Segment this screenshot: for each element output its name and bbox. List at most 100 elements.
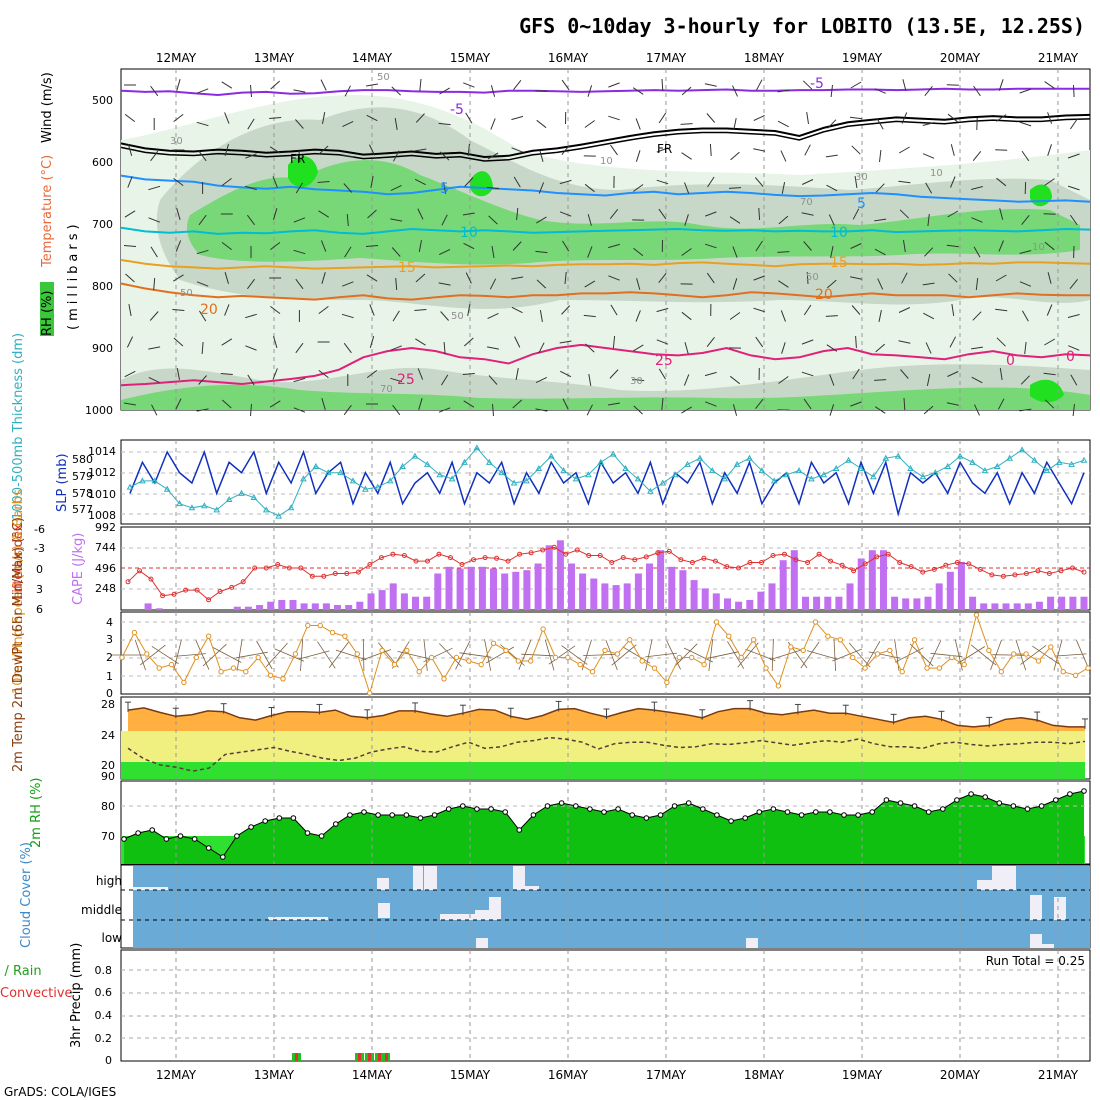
wind-speed-point (292, 651, 299, 657)
wind-barb (438, 282, 451, 286)
wind-speed-point (887, 647, 893, 654)
wind-barb (732, 404, 738, 416)
wind-speed-point (602, 647, 608, 654)
y-tick-label: 800 (92, 280, 113, 293)
li-point (920, 569, 926, 575)
thickness-point (919, 473, 927, 480)
cape-bar (913, 598, 921, 610)
thickness-point (733, 460, 741, 467)
rh-point (431, 812, 438, 818)
wind10-barb (611, 644, 637, 666)
precip-panel: Run Total = 0.25 0 0.2 0.4 0.6 0.8 Total… (0, 943, 1091, 1067)
wind-barb (395, 277, 398, 291)
li-point (125, 579, 131, 585)
rh-point (333, 821, 339, 827)
wind-speed-point (998, 669, 1004, 675)
wind-barb (124, 402, 136, 406)
wind-barb (753, 148, 766, 152)
wind-barb (658, 208, 667, 220)
wind-barb (635, 310, 641, 322)
cape-bar (813, 596, 821, 610)
contour--5C (120, 87, 1090, 97)
wind-barb (656, 339, 669, 345)
thickness-point (510, 479, 518, 486)
li-point (885, 551, 891, 557)
temp-ticks: 28 24 20 2m Temp 2m DewPt (6hr Min/Max) … (11, 517, 115, 772)
wind-barb (124, 370, 136, 378)
wind-barb (438, 248, 451, 256)
wind-barb (875, 183, 885, 193)
cape-bar (434, 573, 442, 610)
cloud-box (476, 938, 488, 948)
wind-tick: 2 (106, 651, 113, 664)
rh-contour-labels: 50 30 10 30 10 70 50 70 30 50 50 10 (170, 72, 1045, 395)
wind-barb (949, 336, 957, 348)
cape-bar (534, 563, 542, 610)
li-point (689, 560, 695, 565)
cape-bar (289, 600, 297, 610)
wind-barb (755, 79, 763, 91)
wind10-barb (521, 653, 554, 657)
wind-barb (561, 305, 571, 315)
wind-speed-point (255, 654, 261, 661)
thickness-point (931, 469, 939, 476)
cape-bar (969, 596, 977, 610)
li-point (609, 560, 615, 565)
rh-point (149, 827, 155, 833)
wind-barb (781, 342, 786, 354)
wind-barb (1069, 278, 1078, 290)
thickness-point (770, 477, 778, 484)
cloud-box (1030, 934, 1042, 948)
wind-barb (441, 214, 448, 226)
rh-point (445, 806, 452, 812)
wind-barb (635, 118, 641, 130)
wind-barb (559, 179, 572, 185)
wind-barb (366, 114, 378, 122)
li-tick: 0 (36, 563, 43, 576)
wind-barb (536, 119, 547, 129)
wind-barb (196, 88, 209, 94)
wind-barb (729, 375, 741, 385)
wind10-barb (236, 639, 243, 671)
thickness-point (436, 471, 444, 478)
wind10-barb (362, 638, 365, 672)
wind-barb (198, 375, 207, 385)
wind-barb (780, 310, 786, 322)
cape-tick: 496 (95, 562, 116, 575)
wind-barb (707, 176, 715, 188)
wind-speed-point (478, 661, 484, 668)
wind-barb (632, 378, 645, 382)
li-point (1000, 573, 1006, 579)
wind-barb (947, 113, 958, 123)
wind-barb (343, 404, 352, 416)
wind-barb (777, 251, 790, 253)
wind-barb (465, 272, 472, 284)
wind-speed-point (775, 683, 782, 689)
slp-tick: 1008 (88, 509, 116, 522)
wind-barb (588, 374, 592, 386)
wind-barb (583, 314, 596, 318)
thickness-point (275, 512, 283, 519)
cloud-box (413, 866, 423, 890)
wind-barb (250, 84, 252, 98)
wind-speed-point (280, 676, 286, 682)
wind-barb (221, 81, 233, 89)
wind-speed-point (329, 629, 336, 636)
cape-bar (1035, 601, 1043, 610)
wind10-barb (561, 645, 588, 665)
cape-bar (891, 596, 899, 610)
wind-barb (1047, 112, 1053, 124)
wind-barb (293, 407, 306, 413)
rh2m-series (121, 788, 1087, 860)
thickness-point (572, 475, 580, 482)
wind10-barb (674, 643, 698, 667)
wind-barb (1019, 408, 1032, 412)
wind-barb (801, 339, 814, 345)
thickness-point (820, 471, 828, 478)
wind-barb (269, 146, 281, 154)
cloud-box (440, 914, 475, 920)
wind-barb (414, 178, 426, 186)
wind-barb (1021, 310, 1029, 322)
wind10-barb (930, 652, 963, 658)
precip-bars (292, 1053, 390, 1061)
